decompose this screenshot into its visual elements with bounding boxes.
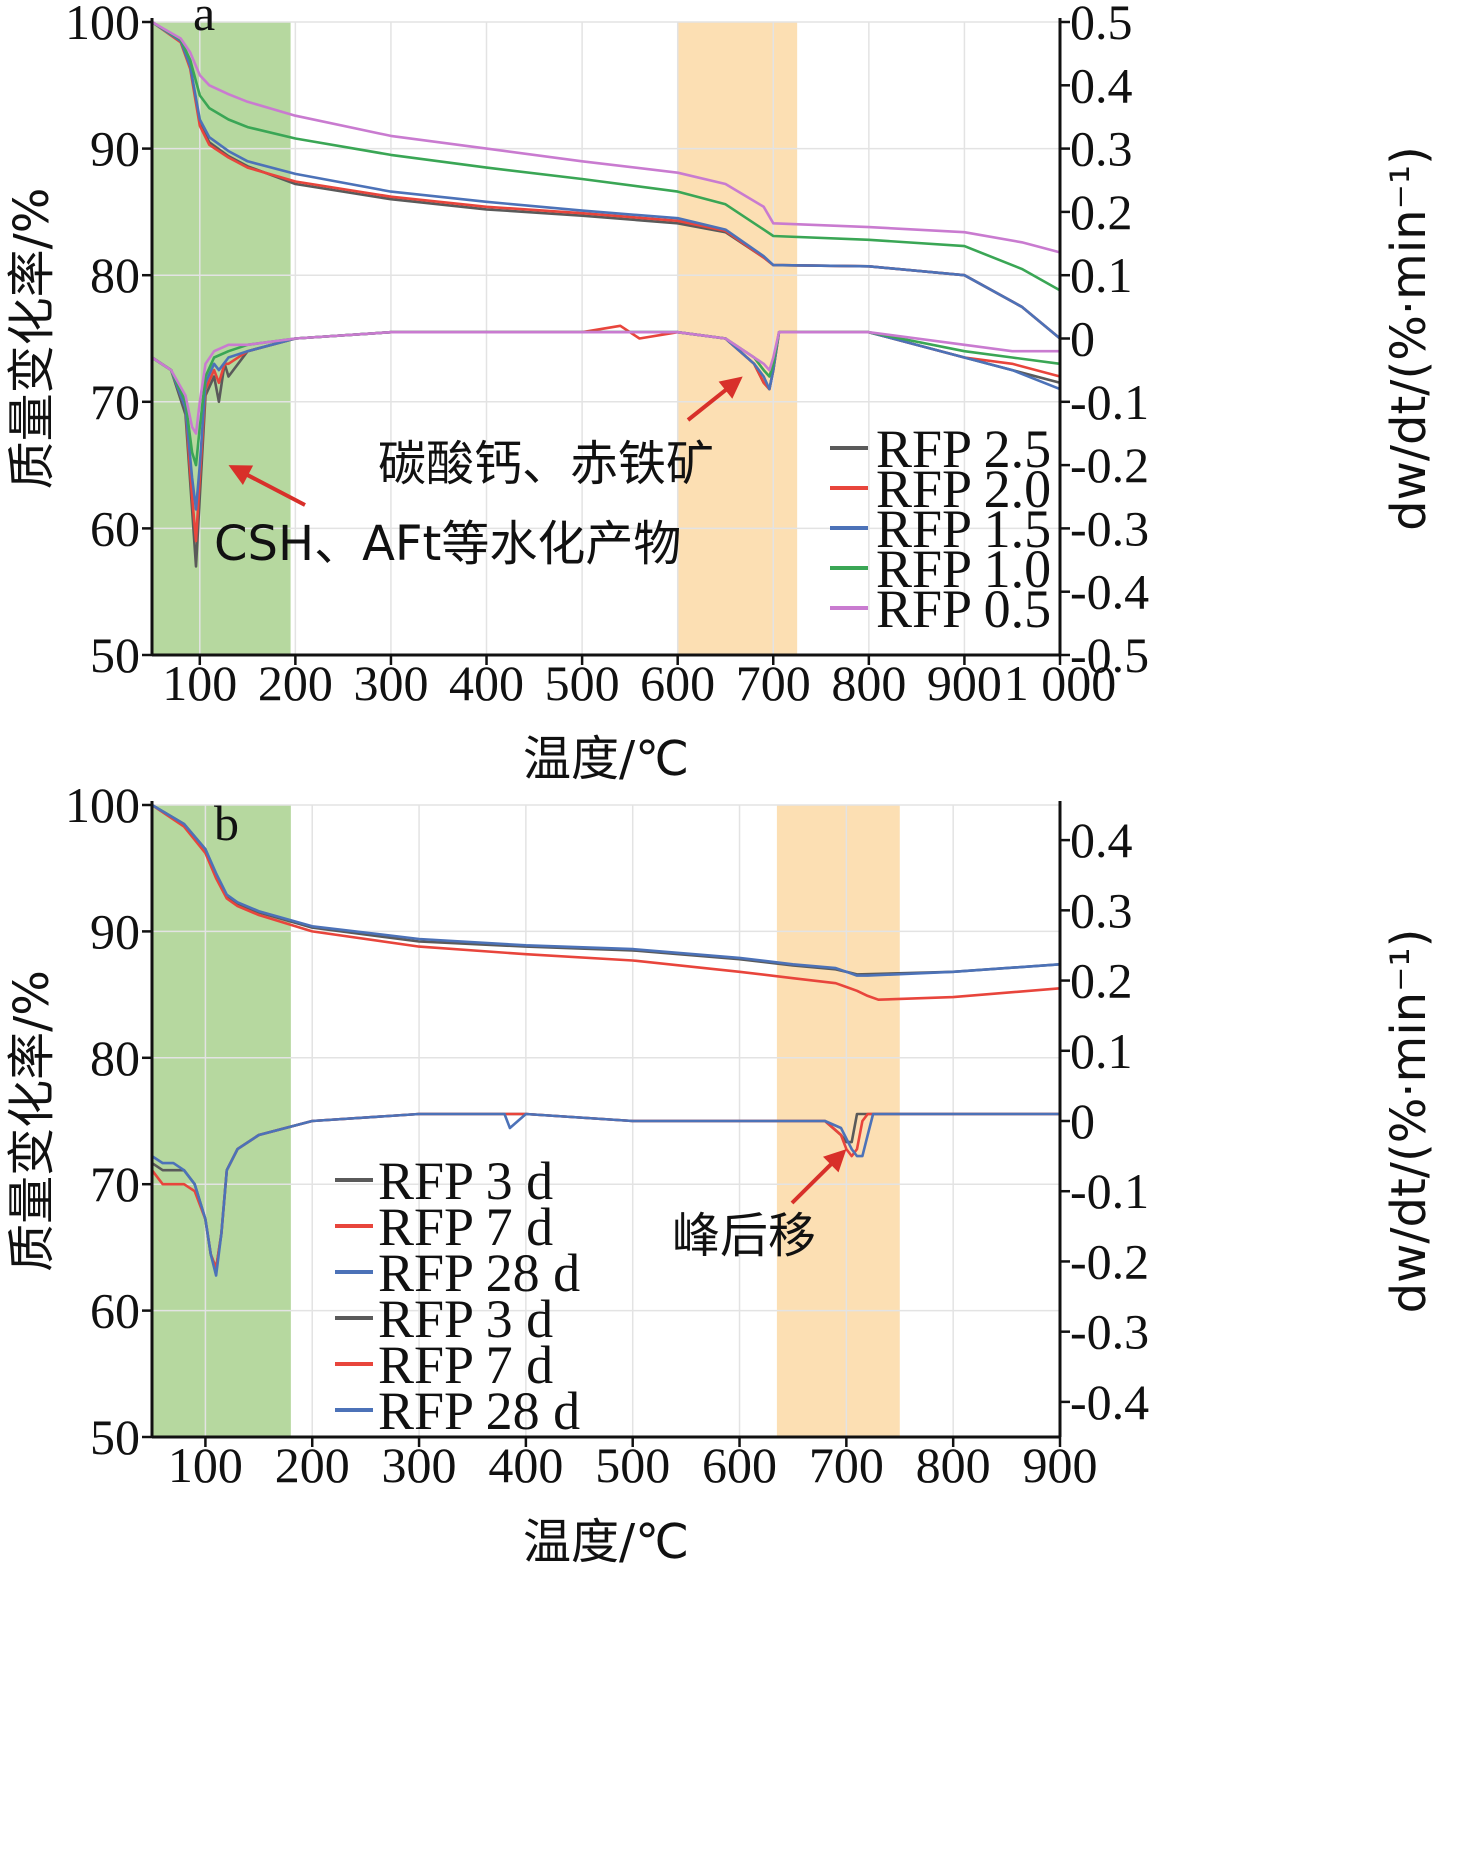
shaded-band: [152, 22, 291, 655]
legend-label: RFP 1.0: [876, 539, 1051, 599]
tg-line-RFP-1.0: [151, 20, 1061, 292]
panel-a: 100 200 300 400 500 600 700 800 900 1 00050607080…: [4, 0, 1437, 787]
shaded-band: [152, 805, 291, 1437]
right-y-tick-label: 0.1: [1070, 1023, 1133, 1079]
legend-label: RFP 1.5: [876, 499, 1051, 559]
x-tick-label: 800: [916, 1437, 991, 1493]
x-axis-title: 温度/℃: [523, 1514, 689, 1570]
x-tick-label: 900: [1023, 1437, 1098, 1493]
x-tick-label: 600: [640, 655, 715, 711]
annotation-label: CSH、AFt等水化产物: [214, 516, 681, 572]
x-tick-label: 400: [449, 655, 524, 711]
right-y-axis-title: dw/dt/(%·min⁻¹): [1381, 146, 1437, 531]
legend-label: RFP 7 d: [378, 1335, 553, 1395]
legend-label: RFP 2.0: [876, 459, 1051, 519]
x-tick-label: 200: [258, 655, 333, 711]
right-y-tick-label: 0.2: [1070, 953, 1133, 1009]
left-y-tick-label: 80: [90, 247, 140, 303]
x-tick-label: 1 000: [1004, 655, 1117, 711]
x-tick-label: 700: [809, 1437, 884, 1493]
panel-letter: a: [193, 0, 215, 41]
tg-line-RFP-1.5: [151, 20, 1061, 340]
left-y-axis-title: 质量变化率/%: [4, 188, 60, 490]
x-tick-label: 500: [545, 655, 620, 711]
annotation-arrowhead: [228, 465, 254, 485]
right-y-tick-label: -0.2: [1070, 437, 1149, 493]
right-y-tick-label: -0.4: [1070, 564, 1149, 620]
right-y-tick-label: -0.1: [1070, 1163, 1149, 1219]
x-tick-label: 400: [488, 1437, 563, 1493]
right-y-tick-label: 0: [1070, 1093, 1095, 1149]
right-y-tick-label: 0.1: [1070, 247, 1133, 303]
left-y-tick-label: 90: [90, 121, 140, 177]
annotation-arrow: [790, 1157, 838, 1205]
right-y-tick-label: 0.4: [1070, 57, 1133, 113]
right-y-tick-label: 0: [1070, 311, 1095, 367]
right-y-tick-label: -0.1: [1070, 374, 1149, 430]
legend-label: RFP 2.5: [876, 419, 1051, 479]
x-tick-label: 800: [831, 655, 906, 711]
left-y-tick-label: 50: [90, 627, 140, 683]
panel-b: 100 200 300 400 500 600 700 800 900 50 60 70 80 90 100…: [4, 777, 1437, 1570]
tg-line-RFP-0.5: [151, 20, 1061, 254]
annotation-label: 峰后移: [672, 1208, 816, 1264]
left-y-tick-label: 100: [65, 0, 140, 50]
left-y-tick-label: 60: [90, 500, 140, 556]
annotation-arrowhead: [718, 376, 743, 399]
left-y-tick-label: 50: [90, 1409, 140, 1465]
panel-letter: b: [214, 795, 239, 851]
x-axis-title: 温度/℃: [523, 731, 689, 787]
legend-label: RFP 3 d: [378, 1289, 553, 1349]
right-y-tick-label: 0.2: [1070, 184, 1133, 240]
right-y-tick-label: -0.3: [1070, 500, 1149, 556]
right-y-tick-label: 0.5: [1070, 0, 1133, 50]
tg-line-RFP-28-d: [151, 803, 1061, 977]
x-tick-label: 500: [595, 1437, 670, 1493]
left-y-tick-label: 90: [90, 903, 140, 959]
left-y-tick-label: 60: [90, 1283, 140, 1339]
legend-label: RFP 3 d: [378, 1151, 553, 1211]
annotation-arrowhead: [823, 1149, 847, 1173]
dtg-line-RFP-28-d: [151, 1112, 1060, 1277]
legend-label: RFP 28 d: [378, 1243, 580, 1303]
left-y-tick-label: 100: [65, 777, 140, 833]
annotation-arrow: [686, 383, 733, 422]
x-tick-label: 200: [275, 1437, 350, 1493]
legend-label: RFP 7 d: [378, 1197, 553, 1257]
right-y-axis-title: dw/dt/(%·min⁻¹): [1381, 929, 1437, 1314]
right-y-tick-label: 0.3: [1070, 121, 1133, 177]
legend-label: RFP 0.5: [876, 579, 1051, 639]
right-y-tick-label: 0.3: [1070, 882, 1133, 938]
dtg-line-RFP-0.5: [151, 330, 1060, 435]
annotation-arrow: [239, 469, 306, 507]
legend-label: RFP 28 d: [378, 1381, 580, 1441]
x-tick-label: 300: [353, 655, 428, 711]
tg-line-RFP-7-d: [151, 803, 1061, 1001]
x-tick-label: 300: [382, 1437, 457, 1493]
left-y-tick-label: 70: [90, 1156, 140, 1212]
x-tick-label: 600: [702, 1437, 777, 1493]
x-tick-label: 100: [168, 1437, 243, 1493]
left-y-axis-title: 质量变化率/%: [4, 970, 60, 1272]
annotation-label: 碳酸钙、赤铁矿: [378, 436, 714, 492]
left-y-tick-label: 80: [90, 1030, 140, 1086]
right-y-tick-label: -0.4: [1070, 1374, 1149, 1430]
right-y-tick-label: -0.2: [1070, 1233, 1149, 1289]
right-y-tick-label: -0.3: [1070, 1304, 1149, 1360]
x-tick-label: 900: [927, 655, 1002, 711]
x-tick-label: 700: [736, 655, 811, 711]
x-tick-label: 100: [162, 655, 237, 711]
right-y-tick-label: 0.4: [1070, 812, 1133, 868]
right-y-tick-label: -0.5: [1070, 627, 1149, 683]
left-y-tick-label: 70: [90, 374, 140, 430]
